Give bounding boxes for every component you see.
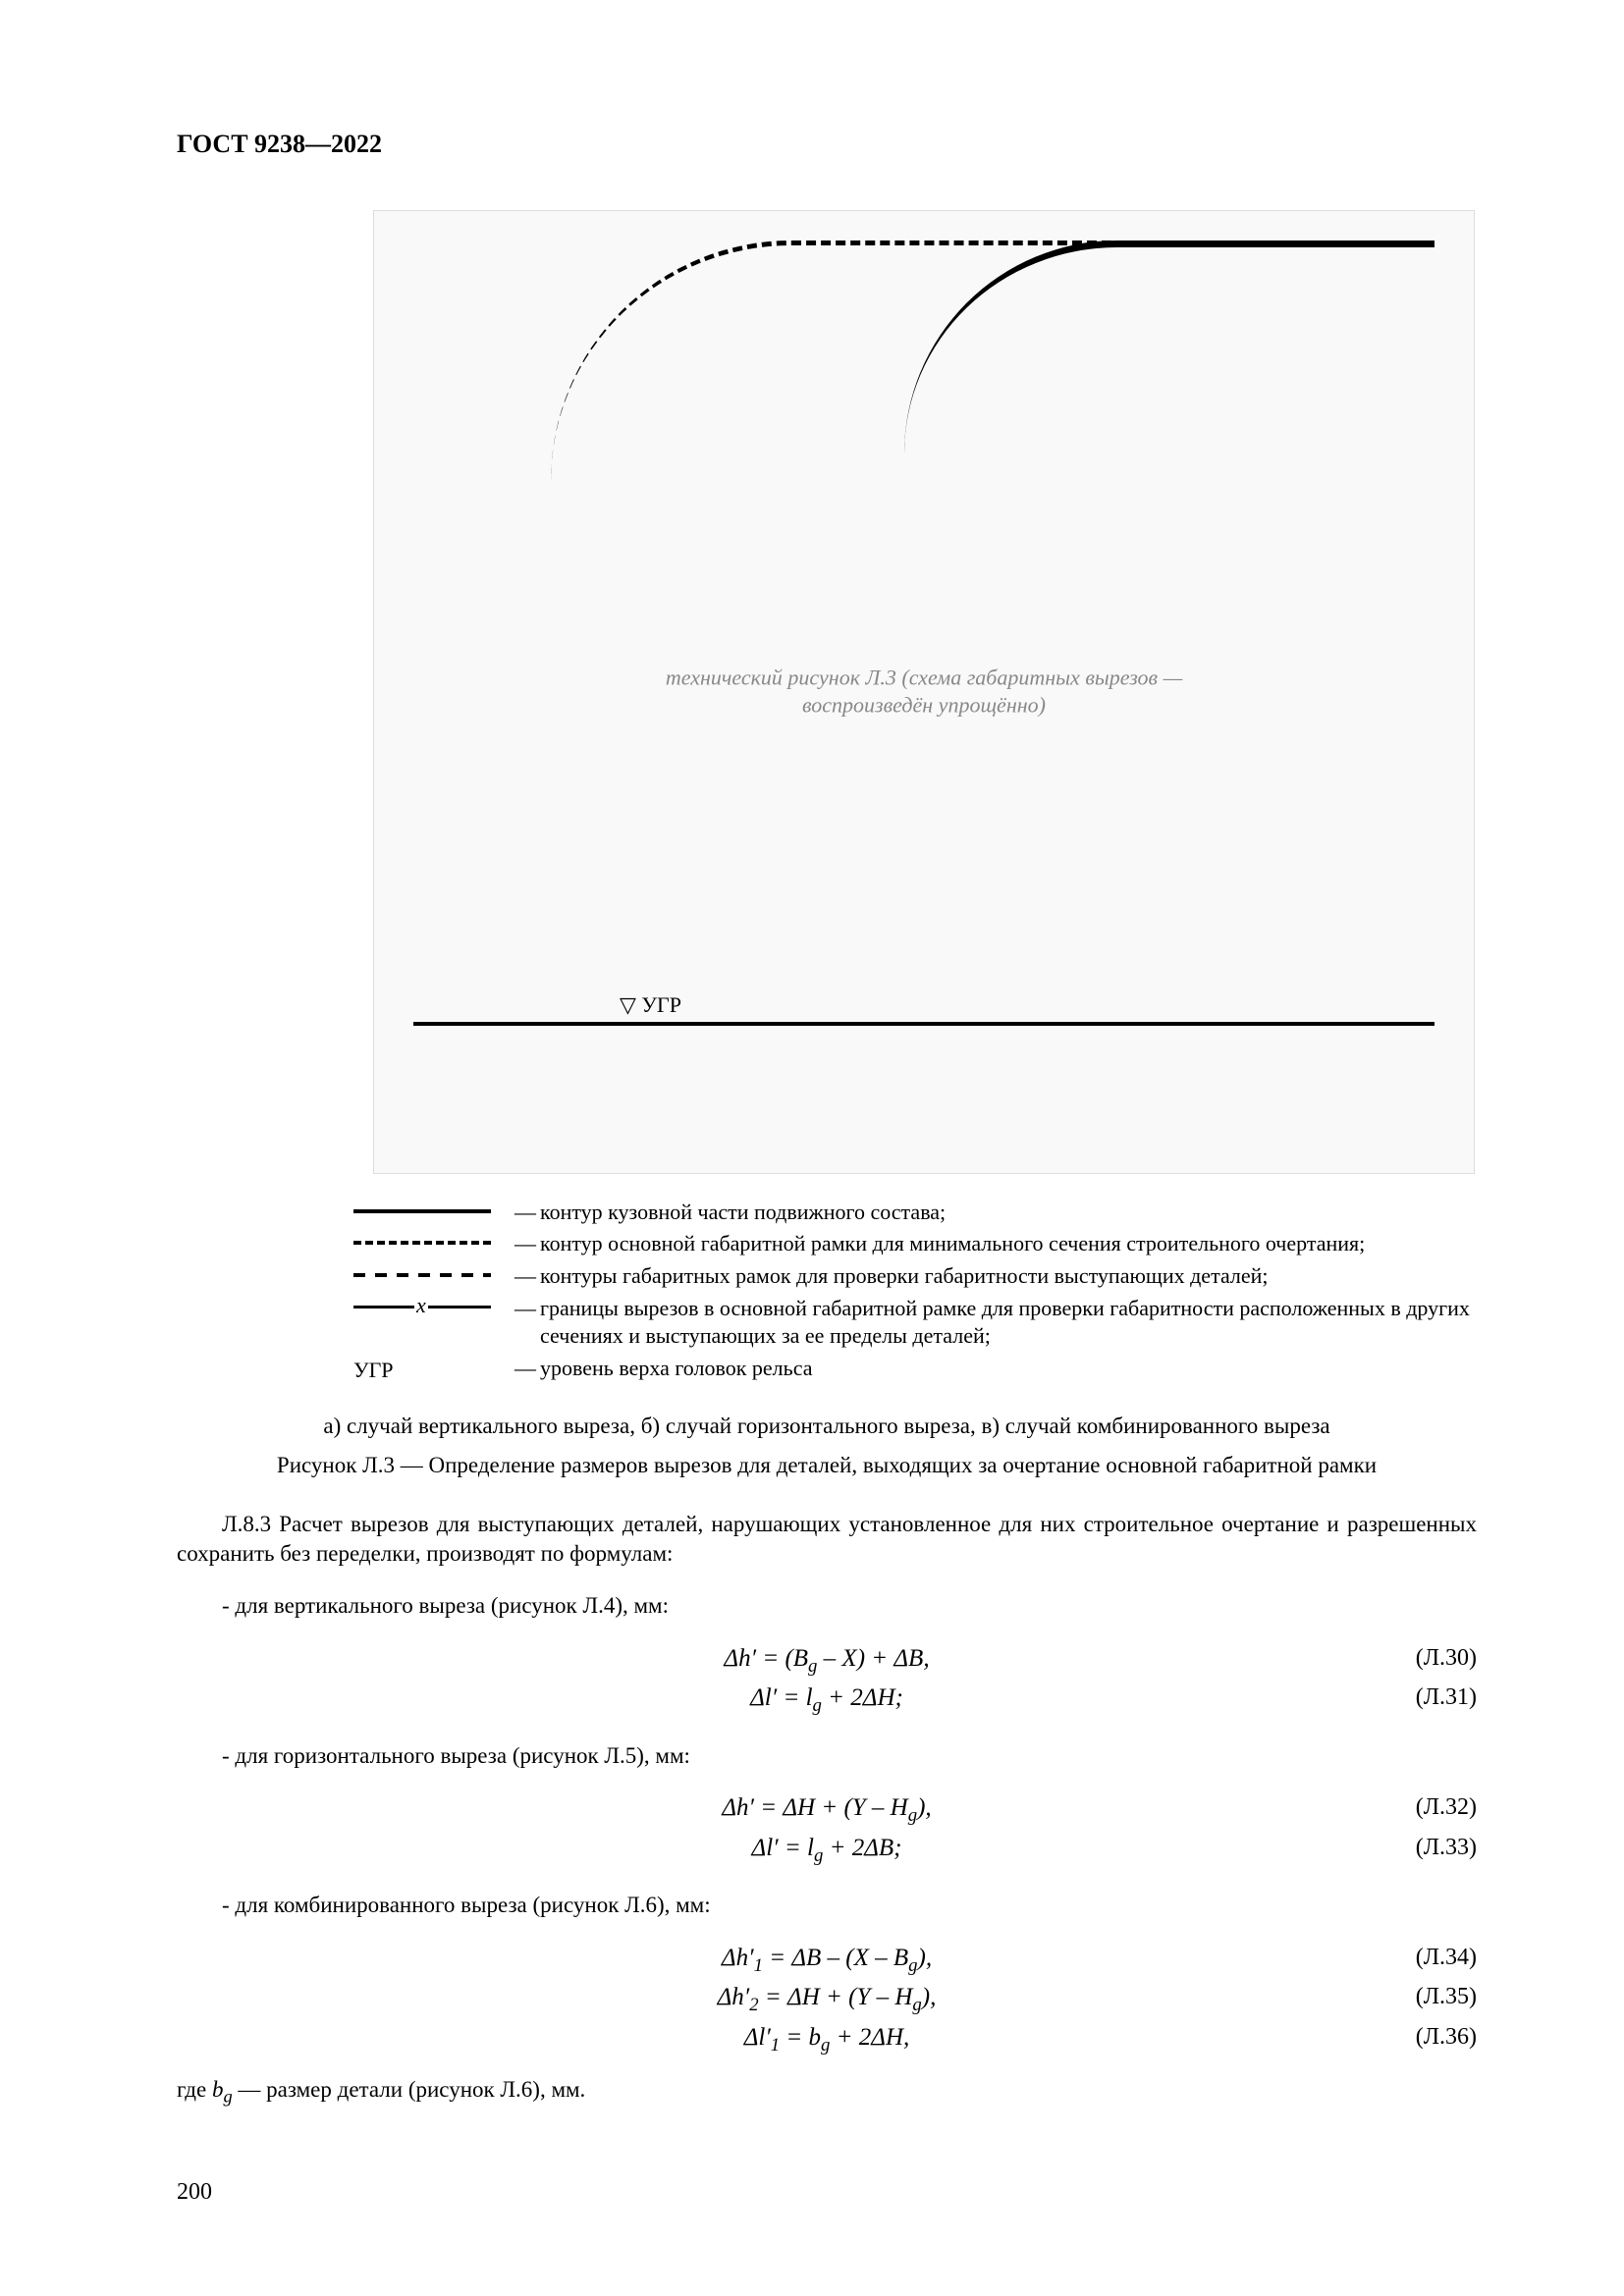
- legend-row: — контур основной габаритной рамки для м…: [353, 1230, 1483, 1258]
- ugr-label: ▽ УГР: [620, 991, 681, 1020]
- figure-l3-diagram: ▽ УГР технический рисунок Л.3 (схема габ…: [373, 210, 1475, 1174]
- legend-symbol-solid: [353, 1199, 511, 1224]
- page: ГОСТ 9238—2022 ▽ УГР технический рисунок…: [0, 0, 1624, 2296]
- para-combined: - для комбинированного выреза (рисунок Л…: [222, 1891, 1477, 1920]
- eqno: (Л.34): [1416, 1943, 1477, 1973]
- legend-text: контур основной габаритной рамки для мин…: [540, 1230, 1483, 1258]
- doc-header: ГОСТ 9238—2022: [177, 128, 1477, 161]
- legend-text: контуры габаритных рамок для проверки га…: [540, 1262, 1483, 1291]
- figure-title-caption: Рисунок Л.3 — Определение размеров вырез…: [177, 1451, 1477, 1480]
- equation-l31: Δl′ = lg + 2ΔH; (Л.31): [177, 1682, 1477, 1718]
- equation-l32: Δh′ = ΔH + (Y – Hg), (Л.32): [177, 1792, 1477, 1828]
- eqno: (Л.30): [1416, 1643, 1477, 1674]
- equation-l36: Δl′1 = bg + 2ΔH, (Л.36): [177, 2022, 1477, 2057]
- equation-l34: Δh′1 = ΔB – (X – Bg), (Л.34): [177, 1943, 1477, 1978]
- legend-text: контур кузовной части подвижного состава…: [540, 1199, 1483, 1227]
- legend: — контур кузовной части подвижного соста…: [353, 1199, 1483, 1383]
- para-where: где bg — размер детали (рисунок Л.6), мм…: [177, 2075, 1477, 2109]
- legend-symbol-xline: [353, 1295, 511, 1320]
- figure-cases-caption: а) случай вертикального выреза, б) случа…: [177, 1412, 1477, 1441]
- equation-l35: Δh′2 = ΔH + (Y – Hg), (Л.35): [177, 1982, 1477, 2017]
- legend-symbol-shortdash: [353, 1262, 511, 1288]
- legend-row: — границы вырезов в основной габаритной …: [353, 1295, 1483, 1351]
- eqno: (Л.35): [1416, 1982, 1477, 2012]
- legend-symbol-longdash: [353, 1230, 511, 1255]
- eqno: (Л.33): [1416, 1833, 1477, 1863]
- body-text: Л.8.3 Расчет вырезов для выступающих дет…: [177, 1510, 1477, 2109]
- para-vertical: - для вертикального выреза (рисунок Л.4)…: [222, 1591, 1477, 1621]
- legend-symbol-ugr: УГР: [353, 1355, 511, 1382]
- legend-text: границы вырезов в основной габаритной ра…: [540, 1295, 1483, 1351]
- page-number: 200: [177, 2177, 212, 2208]
- para-horizontal: - для горизонтального выреза (рисунок Л.…: [222, 1741, 1477, 1771]
- ugr-line: [413, 1022, 1435, 1026]
- legend-row: — контуры габаритных рамок для проверки …: [353, 1262, 1483, 1291]
- legend-row: УГР — уровень верха головок рельса: [353, 1355, 1483, 1383]
- legend-text: уровень верха головок рельса: [540, 1355, 1483, 1383]
- eqno: (Л.32): [1416, 1792, 1477, 1823]
- para-l83-intro: Л.8.3 Расчет вырезов для выступающих дет…: [177, 1510, 1477, 1569]
- diagram-placeholder-text: технический рисунок Л.3 (схема габаритны…: [649, 664, 1199, 720]
- equation-l33: Δl′ = lg + 2ΔB; (Л.33): [177, 1833, 1477, 1868]
- legend-row: — контур кузовной части подвижного соста…: [353, 1199, 1483, 1227]
- eqno: (Л.36): [1416, 2022, 1477, 2053]
- equation-l30: Δh′ = (Bg – X) + ΔB, (Л.30): [177, 1643, 1477, 1679]
- eqno: (Л.31): [1416, 1682, 1477, 1713]
